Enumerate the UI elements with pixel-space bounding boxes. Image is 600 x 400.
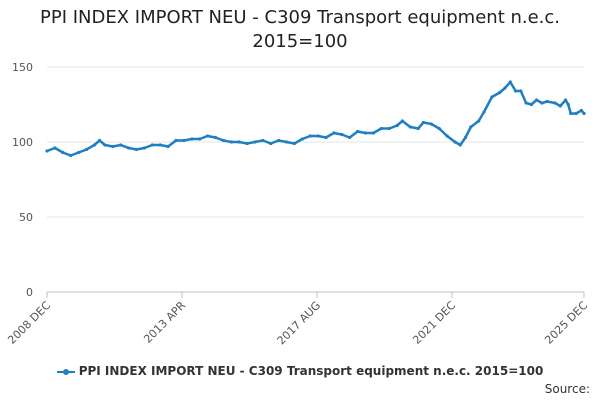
data-point — [45, 149, 49, 153]
data-point — [395, 123, 399, 128]
data-point — [84, 147, 89, 152]
data-point — [558, 104, 562, 108]
data-point — [356, 129, 360, 134]
data-point — [498, 90, 502, 95]
data-point — [371, 131, 375, 135]
data-point — [408, 125, 412, 129]
data-point — [119, 143, 123, 147]
data-point — [300, 137, 304, 141]
data-point — [221, 138, 225, 143]
x-tick-label: 2008 DEC — [5, 299, 53, 347]
data-point — [150, 143, 154, 147]
data-point — [458, 143, 462, 147]
y-tick-label: 150 — [12, 61, 33, 74]
chart-title-line1: PPI INDEX IMPORT NEU - C309 Transport eq… — [39, 7, 561, 28]
data-point — [508, 80, 512, 84]
data-point — [463, 135, 468, 140]
series-line — [45, 80, 586, 157]
data-point — [437, 126, 441, 131]
data-point — [134, 147, 139, 152]
data-point — [308, 134, 312, 138]
data-point — [158, 143, 162, 147]
data-point — [453, 140, 457, 144]
data-point — [111, 144, 115, 149]
data-point — [53, 146, 57, 150]
data-point — [574, 111, 578, 116]
data-point — [529, 102, 534, 107]
data-point — [379, 126, 383, 131]
data-point — [174, 138, 178, 143]
data-point — [213, 135, 218, 140]
data-point — [363, 131, 368, 135]
data-point — [92, 143, 96, 147]
data-point — [98, 138, 102, 143]
data-point — [206, 134, 210, 138]
data-point — [579, 108, 584, 113]
data-point — [253, 140, 257, 144]
data-point — [332, 131, 336, 135]
y-tick-label: 50 — [19, 211, 33, 224]
data-point — [569, 111, 573, 116]
data-point — [261, 138, 265, 143]
x-tick-label: 2025 DEC — [542, 299, 590, 347]
data-point — [564, 98, 568, 102]
data-point — [545, 99, 549, 104]
data-point — [245, 141, 249, 146]
x-tick-label: 2021 DEC — [410, 299, 458, 347]
data-point — [553, 101, 557, 105]
data-point — [400, 119, 404, 123]
data-point — [482, 110, 486, 114]
data-point — [387, 126, 391, 131]
legend-line-marker-icon — [56, 367, 75, 377]
data-point — [340, 132, 344, 137]
data-point — [416, 126, 420, 131]
data-point — [229, 140, 233, 144]
data-point — [524, 101, 528, 105]
data-point — [316, 134, 320, 138]
data-point — [566, 102, 570, 107]
data-point — [127, 146, 131, 150]
data-point — [324, 135, 328, 140]
data-point — [284, 140, 289, 144]
data-point — [103, 143, 107, 147]
data-point — [166, 144, 170, 149]
data-point — [190, 137, 194, 141]
data-point — [69, 153, 73, 158]
data-point — [237, 140, 241, 144]
data-point — [421, 120, 425, 125]
data-point — [61, 150, 65, 155]
data-point — [582, 111, 586, 116]
data-point — [348, 135, 352, 140]
chart-legend[interactable]: PPI INDEX IMPORT NEU - C309 Transport eq… — [0, 364, 600, 378]
data-point — [142, 146, 146, 150]
data-point — [469, 125, 473, 129]
data-point — [277, 138, 281, 143]
legend-series-label: PPI INDEX IMPORT NEU - C309 Transport eq… — [78, 364, 544, 378]
data-point — [503, 86, 507, 90]
data-point — [292, 141, 296, 146]
data-point — [540, 101, 544, 105]
y-tick-label: 0 — [26, 286, 33, 299]
data-point — [269, 141, 273, 146]
data-point — [477, 119, 481, 123]
data-point — [535, 98, 539, 102]
chart-title: PPI INDEX IMPORT NEU - C309 Transport eq… — [0, 6, 600, 54]
source-label: Source: — [544, 382, 590, 396]
x-tick-label: 2013 APR — [141, 299, 188, 346]
data-point — [77, 150, 81, 155]
data-point — [445, 134, 449, 138]
data-point — [519, 89, 523, 93]
data-point — [514, 89, 518, 93]
data-point — [490, 95, 494, 99]
data-point — [182, 138, 186, 143]
chart-title-line2: 2015=100 — [252, 31, 348, 52]
y-tick-label: 100 — [12, 136, 33, 149]
data-point — [198, 137, 202, 141]
x-tick-label: 2017 AUG — [275, 299, 324, 348]
data-point — [429, 122, 433, 126]
